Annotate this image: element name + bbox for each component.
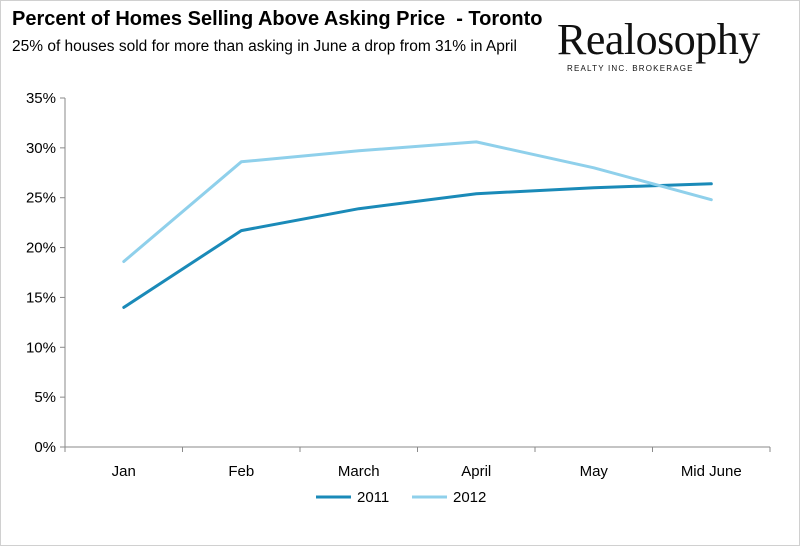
x-tick-label: Jan — [112, 463, 136, 480]
x-tick-label: Mid June — [681, 463, 742, 480]
legend-label-2012: 2012 — [453, 489, 486, 506]
x-tick-label: April — [461, 463, 491, 480]
y-tick-label: 10% — [26, 339, 56, 356]
y-tick-label: 0% — [34, 439, 56, 456]
y-tick-label: 5% — [34, 389, 56, 406]
series-line-2012 — [122, 140, 713, 263]
y-tick-label: 30% — [26, 140, 56, 157]
y-tick-label: 35% — [26, 90, 56, 107]
y-tick-label: 15% — [26, 289, 56, 306]
logo-tagline: REALTY INC. BROKERAGE — [567, 64, 694, 73]
x-tick-label: March — [338, 463, 380, 480]
brand-logo: Realosophy REALTY INC. BROKERAGE — [557, 15, 777, 74]
chart-subtitle: 25% of houses sold for more than asking … — [12, 38, 517, 55]
legend-label-2011: 2011 — [357, 489, 389, 506]
y-tick-label: 20% — [26, 240, 56, 257]
x-tick-label: May — [580, 463, 609, 480]
y-tick-label: 25% — [26, 190, 56, 207]
chart-title: Percent of Homes Selling Above Asking Pr… — [12, 8, 543, 30]
series-line-2011 — [122, 182, 713, 309]
logo-wordmark: Realosophy — [557, 15, 760, 64]
x-tick-label: Feb — [228, 463, 254, 480]
